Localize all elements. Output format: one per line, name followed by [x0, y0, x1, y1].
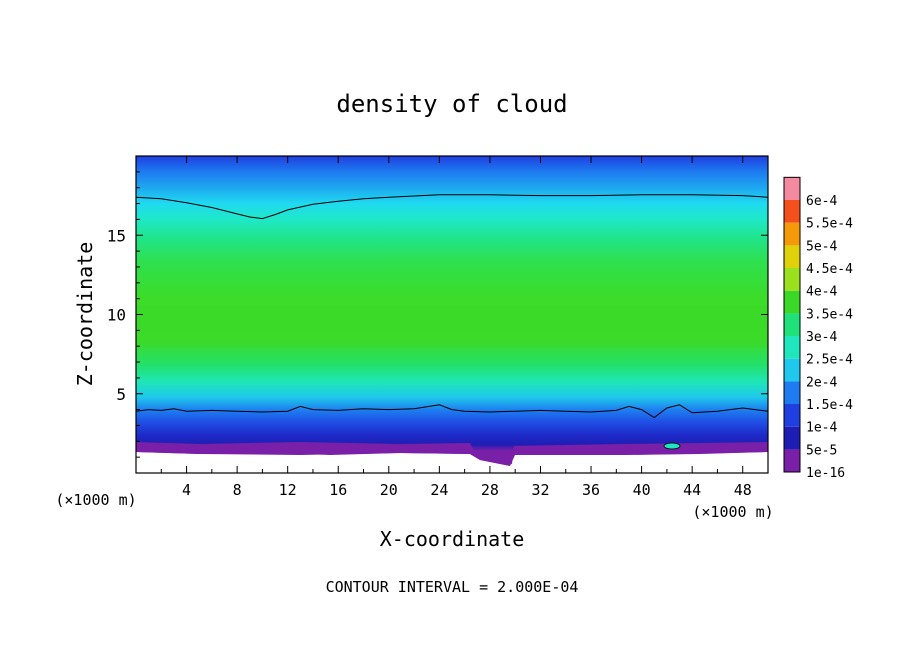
low-level-cloud-base [136, 442, 768, 466]
colorbar-swatch [784, 222, 800, 246]
contour-line-upper [135, 194, 769, 220]
contours [135, 194, 769, 419]
x-tick-label: 24 [430, 481, 448, 499]
x-tick-label: 16 [329, 481, 347, 499]
x-tick-label: 12 [279, 481, 297, 499]
colorbar-frame [783, 176, 801, 473]
colorbar-label: 3e-4 [806, 330, 837, 345]
x-tick-label: 36 [582, 481, 600, 499]
colorbar-label: 3.5e-4 [806, 307, 853, 322]
colorbar-swatch [784, 245, 800, 268]
colorbar-swatch [784, 358, 800, 382]
colorbar: 1e-16 5e-5 1e-4 1.5e-4 2e-4 2.5e-4 3e-4 3.5e-4 4… [783, 176, 853, 481]
x-tick-label: 28 [481, 481, 499, 499]
colorbar-label: 5e-4 [806, 239, 837, 254]
colorbar-label: 5.5e-4 [806, 217, 853, 232]
colorbar-label: 2e-4 [806, 375, 837, 390]
colorbar-label: 1e-16 [806, 466, 845, 481]
colorbar-label: 4e-4 [806, 285, 837, 300]
colorbar-label: 4.5e-4 [806, 262, 853, 277]
x-tick-label: 44 [683, 481, 701, 499]
chart-title: density of cloud [336, 90, 567, 118]
colorbar-swatch [784, 336, 800, 359]
colorbar-label: 5e-5 [806, 443, 837, 458]
colorbar-swatch [784, 426, 800, 450]
x-axis-label: X-coordinate [380, 527, 525, 551]
colorbar-label: 1.5e-4 [806, 398, 853, 413]
x-tick-label: 20 [380, 481, 398, 499]
colorbar-swatch [784, 381, 800, 404]
colorbar-label: 1e-4 [806, 421, 837, 436]
x-unit-right: (×1000 m) [692, 503, 773, 521]
plot-area [136, 156, 768, 473]
colorbar-swatch [784, 268, 800, 291]
dense-band [136, 306, 768, 348]
y-tick-label: 10 [107, 306, 126, 325]
colorbar-swatch [784, 449, 800, 472]
y-axis-label: Z-coordinate [73, 242, 97, 387]
contour-line-lower [135, 404, 769, 419]
density-field [136, 156, 768, 473]
x-unit-left: (×1000 m) [55, 491, 136, 509]
ground-gap [136, 452, 768, 473]
y-tick-label: 15 [107, 226, 126, 245]
colorbar-swatch [784, 404, 800, 427]
x-tick-label: 32 [531, 481, 549, 499]
x-tick-label: 8 [233, 481, 242, 499]
colorbar-swatch [784, 200, 800, 223]
colorbar-swatch [784, 290, 800, 314]
x-axis-ticks: 4 8 12 16 20 24 28 32 36 40 44 48 [160, 156, 752, 499]
colorbar-label: 6e-4 [806, 194, 837, 209]
x-tick-label: 48 [734, 481, 752, 499]
y-axis-ticks: 5 10 15 [107, 171, 768, 458]
x-tick-label: 4 [182, 481, 191, 499]
y-tick-label: 5 [116, 385, 126, 404]
colorbar-swatch [784, 177, 800, 200]
dense-cell [663, 442, 681, 450]
colorbar-label: 2.5e-4 [806, 353, 853, 368]
colorbar-swatch [784, 313, 800, 336]
contour-interval-note: CONTOUR INTERVAL = 2.000E-04 [326, 578, 579, 596]
x-tick-label: 40 [633, 481, 651, 499]
